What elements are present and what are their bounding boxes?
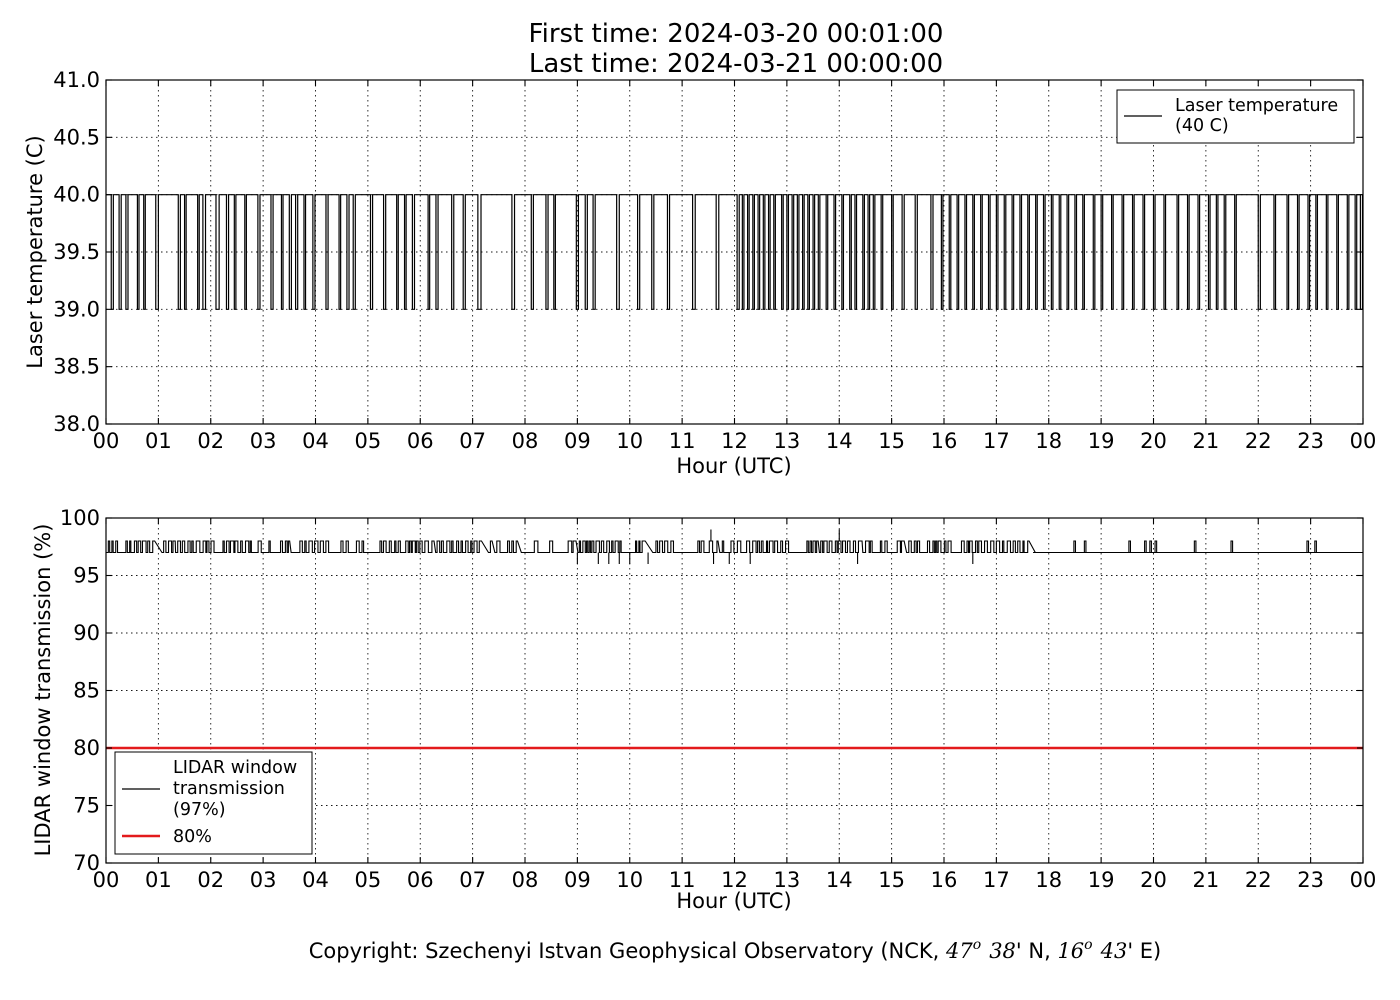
lidar-ytick-label: 95 (73, 564, 100, 588)
lidar-chart-legend: LIDAR window transmission (97%) 80% (114, 751, 313, 855)
legend-label-lidar-line1: LIDAR window (173, 758, 297, 778)
lidar-late-spike (1314, 540, 1317, 553)
lidar-chart-ylabel: LIDAR window transmission (%) (31, 524, 55, 857)
lidar-xtick-label: 13 (774, 868, 801, 892)
lidar-xtick-label: 20 (1140, 868, 1167, 892)
legend-label-laser-line2: (40 C) (1175, 116, 1229, 136)
lidar-xtick-label: 10 (616, 868, 643, 892)
lidar-xtick-label: 08 (512, 868, 539, 892)
lidar-late-spike (1149, 540, 1152, 553)
laser-xtick-label: 20 (1140, 429, 1167, 453)
lidar-xtick-label: 21 (1193, 868, 1220, 892)
lidar-xtick-label: 19 (1088, 868, 1115, 892)
lidar-xtick-label: 11 (669, 868, 696, 892)
laser-xtick-label: 12 (721, 429, 748, 453)
figure-title-line2: Last time: 2024-03-21 00:00:00 (529, 49, 943, 79)
lidar-xtick-label: 07 (459, 868, 486, 892)
laser-ytick-label: 38.0 (53, 412, 100, 436)
lidar-xtick-label: 18 (1035, 868, 1062, 892)
lidar-xtick-label: 17 (983, 868, 1010, 892)
lidar-xtick-label: 02 (197, 868, 224, 892)
laser-xtick-label: 11 (669, 429, 696, 453)
laser-ytick-label: 40.0 (53, 183, 100, 207)
lidar-late-spike (1128, 540, 1131, 553)
lidar-late-spike (1083, 540, 1087, 553)
lidar-transmission-chart: 00 01 02 03 04 05 06 07 08 09 10 11 12 13 14 15 16 17 18 19… (31, 506, 1376, 913)
laser-xtick-label: 01 (145, 429, 172, 453)
lidar-xtick-label: 09 (564, 868, 591, 892)
laser-xtick-label: 10 (616, 429, 643, 453)
laser-ytick-label: 41.0 (53, 68, 100, 92)
laser-chart-ticks: 00 01 02 03 04 05 06 07 08 09 10 11 12 13 14 15 16 17 18 19… (53, 68, 1376, 453)
laser-xtick-label: 16 (931, 429, 958, 453)
laser-xtick-label: 03 (250, 429, 277, 453)
laser-xtick-label: 07 (459, 429, 486, 453)
lidar-xtick-label: 00 (93, 868, 120, 892)
laser-xtick-label: 09 (564, 429, 591, 453)
lidar-xtick-label: 06 (407, 868, 434, 892)
lidar-ytick-label: 70 (73, 851, 100, 875)
laser-xtick-label: 14 (826, 429, 853, 453)
lidar-ytick-label: 80 (73, 736, 100, 760)
laser-temperature-chart: 00 01 02 03 04 05 06 07 08 09 10 11 12 13 14 15 16 17 18 19… (23, 68, 1376, 478)
lidar-late-spike (1306, 540, 1310, 553)
lidar-xtick-label: 04 (302, 868, 329, 892)
laser-chart-legend: Laser temperature (40 C) (1116, 89, 1355, 144)
lidar-ytick-label: 90 (73, 621, 100, 645)
laser-ytick-label: 40.5 (53, 125, 100, 149)
lidar-transmission-series (106, 529, 1363, 564)
lidar-xtick-label: 23 (1297, 868, 1324, 892)
laser-xtick-label: 15 (878, 429, 905, 453)
legend-label-lidar-line3: (97%) (173, 800, 226, 820)
laser-chart-ylabel: Laser temperature (C) (23, 135, 47, 368)
lidar-ytick-label: 85 (73, 679, 100, 703)
lidar-xtick-label: 00 (1350, 868, 1377, 892)
lidar-late-spike (1193, 540, 1197, 553)
laser-xtick-label: 04 (302, 429, 329, 453)
laser-xtick-label: 08 (512, 429, 539, 453)
laser-xtick-label: 02 (197, 429, 224, 453)
lidar-chart-ticks: 00 01 02 03 04 05 06 07 08 09 10 11 12 13 14 15 16 17 18 19… (60, 506, 1376, 892)
laser-temperature-line (106, 194, 1364, 310)
lidar-xtick-label: 05 (355, 868, 382, 892)
lidar-transmission-line (106, 540, 1363, 554)
lidar-late-spike (1230, 540, 1234, 553)
figure-title-line1: First time: 2024-03-20 00:01:00 (529, 19, 944, 49)
laser-temperature-series (106, 194, 1364, 310)
lidar-xtick-label: 03 (250, 868, 277, 892)
laser-xtick-label: 13 (774, 429, 801, 453)
lidar-xtick-label: 12 (721, 868, 748, 892)
laser-xtick-label: 05 (355, 429, 382, 453)
copyright-text: Copyright: Szechenyi Istvan Geophysical … (309, 937, 1162, 963)
laser-xtick-label: 17 (983, 429, 1010, 453)
laser-xtick-label: 22 (1245, 429, 1272, 453)
lidar-ytick-label: 75 (73, 794, 100, 818)
laser-chart-xlabel: Hour (UTC) (676, 454, 791, 478)
lidar-late-spike (1144, 540, 1147, 553)
laser-xtick-label: 19 (1088, 429, 1115, 453)
lidar-ytick-label: 100 (60, 506, 100, 530)
laser-ytick-label: 39.5 (53, 240, 100, 264)
laser-xtick-label: 21 (1193, 429, 1220, 453)
lidar-late-spike (1073, 540, 1077, 553)
lidar-xtick-label: 01 (145, 868, 172, 892)
lidar-xtick-label: 16 (931, 868, 958, 892)
laser-xtick-label: 00 (1350, 429, 1377, 453)
lidar-chart-xlabel: Hour (UTC) (676, 889, 791, 913)
lidar-late-spike (1154, 540, 1158, 553)
lidar-xtick-label: 14 (826, 868, 853, 892)
laser-ytick-label: 39.0 (53, 297, 100, 321)
laser-xtick-label: 18 (1035, 429, 1062, 453)
legend-label-laser-line1: Laser temperature (1175, 96, 1338, 116)
legend-label-80: 80% (173, 827, 212, 847)
legend-label-lidar-line2: transmission (173, 779, 285, 799)
laser-ytick-label: 38.5 (53, 355, 100, 379)
lidar-xtick-label: 22 (1245, 868, 1272, 892)
lidar-xtick-label: 15 (878, 868, 905, 892)
laser-xtick-label: 00 (93, 429, 120, 453)
laser-xtick-label: 23 (1297, 429, 1324, 453)
laser-xtick-label: 06 (407, 429, 434, 453)
